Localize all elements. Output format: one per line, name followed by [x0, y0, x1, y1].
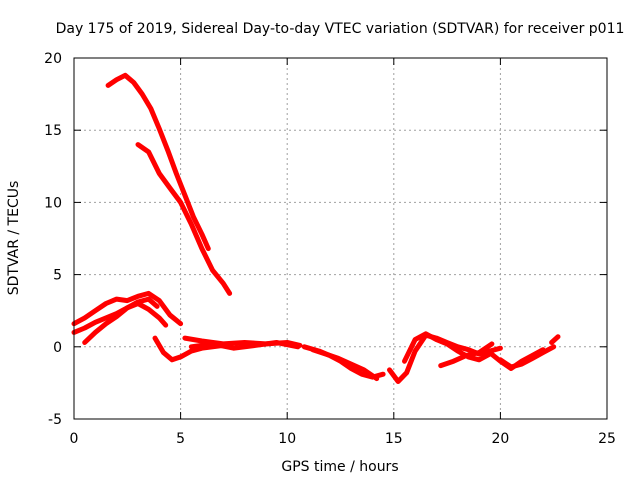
series-track-12 — [402, 331, 493, 364]
x-tick-label: 5 — [176, 431, 185, 447]
series-track-16 — [549, 334, 561, 345]
x-tick-label: 25 — [598, 431, 616, 447]
x-tick-label: 10 — [278, 431, 296, 447]
y-tick-label: -5 — [48, 412, 62, 428]
series-track-1 — [105, 72, 211, 252]
series-track-13 — [438, 341, 495, 369]
y-tick-label: 5 — [53, 268, 62, 284]
x-tick-label: 0 — [70, 431, 79, 447]
x-axis-label: GPS time / hours — [281, 459, 398, 475]
x-tick-label: 15 — [385, 431, 403, 447]
series-track-3 — [71, 290, 184, 327]
series-track-2 — [135, 142, 233, 296]
x-tick-label: 20 — [491, 431, 509, 447]
y-tick-label: 10 — [44, 195, 62, 211]
y-tick-label: 20 — [44, 51, 62, 67]
chart-title: Day 175 of 2019, Sidereal Day-to-day VTE… — [56, 21, 625, 37]
plot-frame — [73, 57, 608, 420]
series-track-6 — [152, 335, 226, 363]
series-track-10 — [310, 347, 380, 382]
series-track-15 — [487, 347, 546, 371]
series-track-5 — [82, 301, 169, 345]
y-tick-label: 15 — [44, 123, 62, 139]
series-layer — [71, 72, 561, 384]
y-tick-label: 0 — [53, 340, 62, 356]
series-track-8 — [188, 340, 301, 351]
tick-layer: 0 5 10 15 20 25 -5 0 5 10 15 20 — [44, 51, 616, 447]
y-axis-label: SDTVAR / TECUs — [6, 181, 22, 296]
